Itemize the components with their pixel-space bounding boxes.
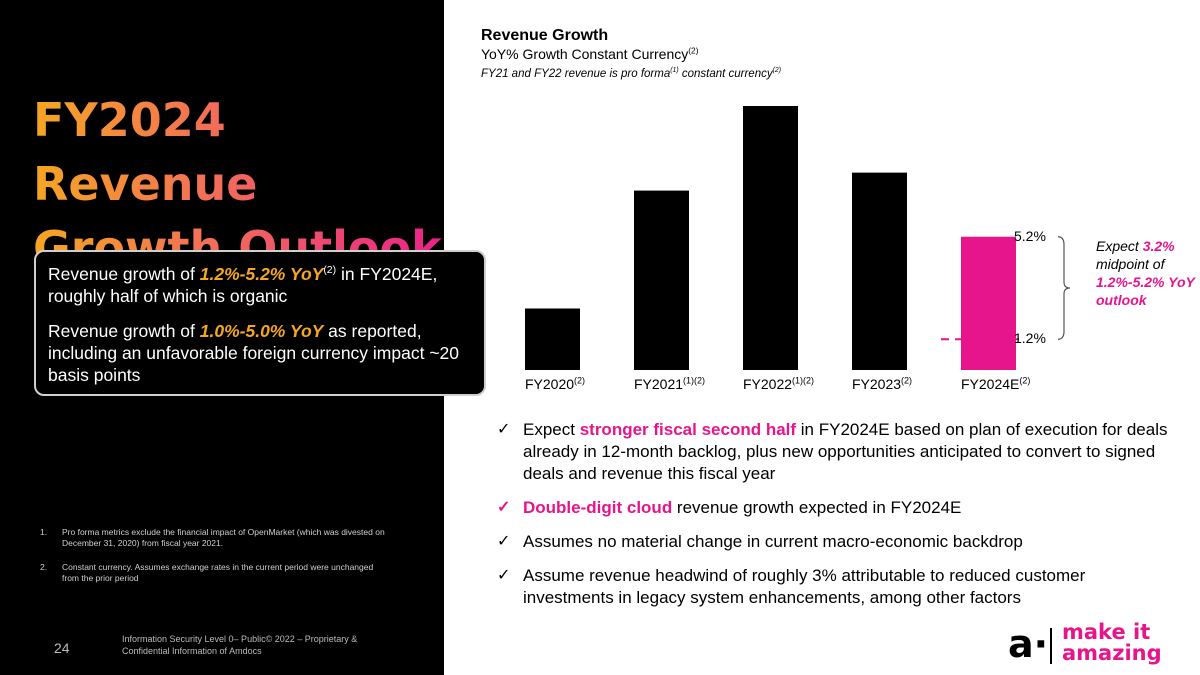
outlook-bullets: ✓ Expect stronger fiscal second half in …	[497, 419, 1177, 621]
bar-fy2023	[852, 172, 907, 370]
x-axis-label: FY2024E(2)	[961, 375, 1031, 392]
callout-point-1: Revenue growth of 1.2%-5.2% YoY(2) in FY…	[48, 264, 438, 306]
page-number: 24	[54, 640, 70, 656]
footer-text: Information Security Level 0– Public© 20…	[122, 634, 358, 656]
outlook-low-label: 1.2%	[1014, 330, 1046, 347]
bullet-item: ✓ Assume revenue headwind of roughly 3% …	[497, 566, 1086, 607]
chart-note: FY21 and FY22 revenue is pro forma(1) co…	[481, 67, 782, 80]
footnote-2: 2. Constant currency. Assumes exchange r…	[40, 562, 374, 583]
checkmark-icon: ✓	[497, 567, 511, 584]
left-panel: FY2024 Revenue Growth Outlook Revenue gr…	[0, 0, 486, 675]
revenue-growth-chart	[525, 106, 1071, 370]
x-axis-label: FY2020(2)	[525, 375, 586, 392]
bullet-item: ✓ Expect stronger fiscal second half in …	[497, 420, 1168, 483]
range-brace	[1057, 236, 1071, 340]
bar-value-label: 7.0%	[646, 276, 678, 293]
callout-range-2: 1.0%-5.0% YoY	[199, 321, 324, 341]
checkmark-icon: ✓	[497, 421, 511, 438]
checkmark-icon: ✓	[497, 499, 511, 516]
chart-subtitle: YoY% Growth Constant Currency(2)	[481, 45, 699, 62]
logo-divider	[1050, 628, 1052, 664]
logo-mark: a·	[1008, 622, 1049, 666]
bar-fy2024e-outlook	[961, 236, 1016, 370]
bar-value-label: 2.4%	[537, 336, 569, 353]
outlook-high-label: 5.2%	[1014, 227, 1046, 244]
bar-value-label: 7.7%	[864, 264, 896, 281]
bar-fy2020	[525, 308, 580, 370]
outlook-note: Expect 3.2% midpoint of 1.2%-5.2% YoY ou…	[1096, 238, 1195, 308]
x-axis-label: FY2022(1)(2)	[743, 375, 815, 392]
footnotes: 1. Pro forma metrics exclude the financi…	[40, 527, 390, 597]
callout-range-1: 1.2%-5.2% YoY	[199, 264, 324, 284]
bullet-item: ✓ Double-digit cloud revenue growth expe…	[497, 498, 962, 517]
footnote-1: 1. Pro forma metrics exclude the financi…	[40, 527, 385, 548]
chart-title: Revenue Growth	[481, 27, 609, 44]
amdocs-logo: a· make it amazing	[1008, 620, 1188, 670]
bar-fy2021	[634, 190, 689, 370]
checkmark-icon: ✓	[497, 533, 511, 550]
x-axis-label: FY2021(1)(2)	[634, 375, 706, 392]
callout-point-2: Revenue growth of 1.0%-5.0% YoY as repor…	[48, 321, 460, 385]
bar-value-label: 10.3%	[751, 232, 791, 248]
logo-tagline: make it amazing	[1062, 620, 1162, 665]
x-axis-label: FY2023(2)	[852, 375, 913, 392]
bullet-item: ✓ Assumes no material change in current …	[497, 532, 1023, 551]
bar-fy2022	[743, 106, 798, 370]
outlook-callout: Revenue growth of 1.2%-5.2% YoY(2) in FY…	[34, 250, 486, 396]
